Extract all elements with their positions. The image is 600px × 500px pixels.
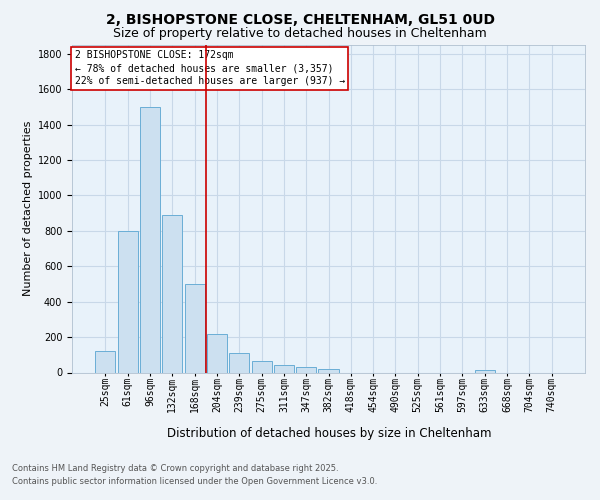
Bar: [95, 352, 115, 372]
Bar: [229, 353, 249, 372]
Bar: [118, 231, 138, 372]
Text: 2 BISHOPSTONE CLOSE: 172sqm
← 78% of detached houses are smaller (3,357)
22% of : 2 BISHOPSTONE CLOSE: 172sqm ← 78% of det…: [74, 50, 345, 86]
Bar: [319, 369, 338, 372]
Bar: [296, 367, 316, 372]
Bar: [475, 370, 495, 372]
Text: Size of property relative to detached houses in Cheltenham: Size of property relative to detached ho…: [113, 28, 487, 40]
Bar: [207, 334, 227, 372]
Text: Contains HM Land Registry data © Crown copyright and database right 2025.: Contains HM Land Registry data © Crown c…: [12, 464, 338, 473]
Text: Contains public sector information licensed under the Open Government Licence v3: Contains public sector information licen…: [12, 478, 377, 486]
Text: Distribution of detached houses by size in Cheltenham: Distribution of detached houses by size …: [167, 428, 491, 440]
Text: 2, BISHOPSTONE CLOSE, CHELTENHAM, GL51 0UD: 2, BISHOPSTONE CLOSE, CHELTENHAM, GL51 0…: [106, 12, 494, 26]
Bar: [162, 215, 182, 372]
Bar: [185, 284, 205, 372]
Bar: [251, 361, 272, 372]
Y-axis label: Number of detached properties: Number of detached properties: [23, 121, 34, 296]
Bar: [140, 107, 160, 372]
Bar: [274, 364, 294, 372]
